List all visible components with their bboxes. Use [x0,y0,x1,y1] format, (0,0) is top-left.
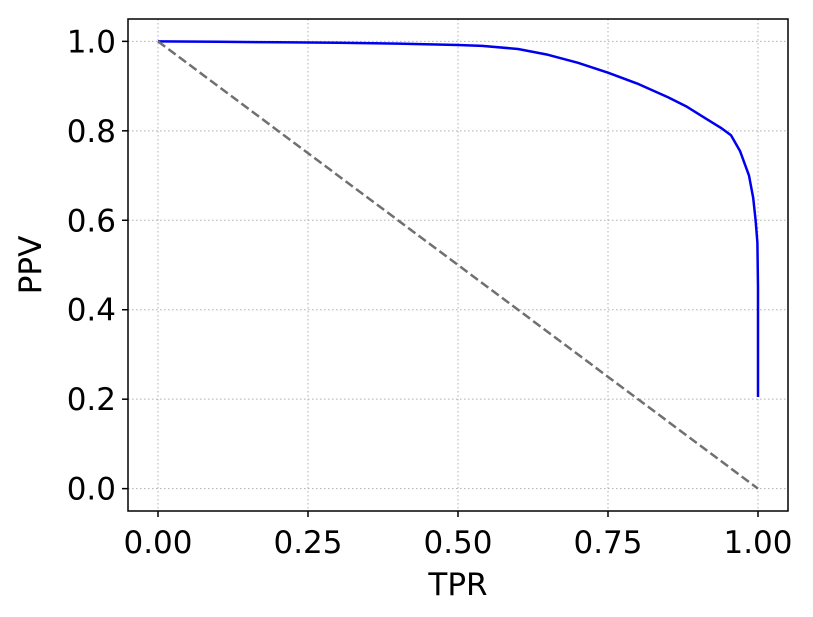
x-tick-label: 0.25 [273,525,342,561]
y-tick-label: 0.0 [67,472,116,508]
x-tick-label: 0.00 [123,525,192,561]
y-tick-label: 0.6 [67,203,116,239]
x-axis-label: TPR [427,567,487,603]
y-tick-label: 0.8 [67,114,116,150]
baseline-dashed-line [157,40,759,490]
x-tick-label: 1.00 [723,525,792,561]
x-axis-ticks: 0.00 0.25 0.50 0.75 1.00 [123,511,793,561]
plot-series [157,40,760,490]
y-axis-ticks: 0.0 0.2 0.4 0.6 0.8 1.0 [67,24,128,508]
x-tick-label: 0.75 [573,525,642,561]
x-tick-label: 0.50 [423,525,492,561]
y-tick-label: 0.4 [67,293,116,329]
y-axis-label: PPV [13,236,49,295]
y-tick-label: 0.2 [67,382,116,418]
y-tick-label: 1.0 [67,24,116,60]
pr-curve-line [157,40,760,397]
